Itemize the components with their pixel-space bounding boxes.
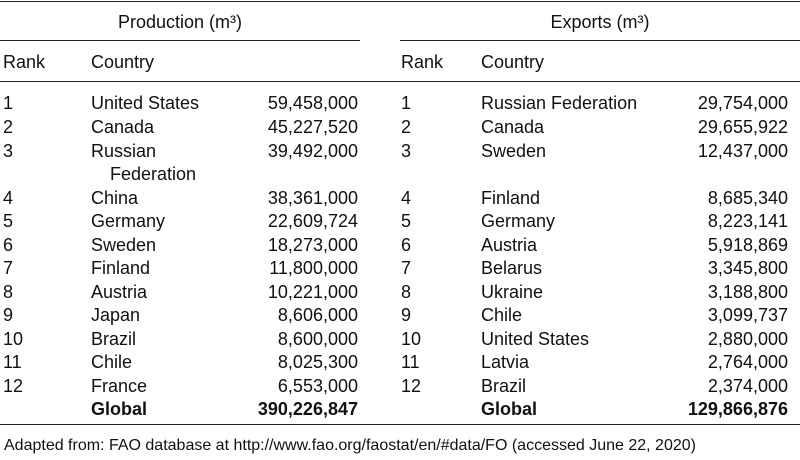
exports-country: Germany	[481, 211, 556, 231]
exports-value: 12,437,000	[697, 141, 788, 161]
production-value: 39,492,000	[267, 141, 358, 161]
exports-country: Sweden	[481, 141, 547, 161]
production-value: 18,273,000	[267, 235, 358, 255]
exports-value: 8,223,141	[707, 211, 788, 231]
production-country: China	[91, 188, 139, 208]
production-rank: 7	[3, 258, 14, 278]
production-country: Germany	[91, 211, 166, 231]
exports-rank: 3	[401, 141, 412, 161]
exports-country: Ukraine	[481, 282, 544, 302]
production-header: Production (m³)	[117, 12, 243, 32]
exports-header-rule	[400, 40, 800, 41]
production-value: 45,227,520	[267, 117, 358, 137]
column-header-rule	[0, 81, 800, 82]
production-country: Canada	[91, 117, 155, 137]
production-rank: 4	[3, 188, 14, 208]
production-value: 8,600,000	[277, 329, 358, 349]
exports-rank-header: Rank	[401, 52, 444, 72]
exports-rank: 6	[401, 235, 412, 255]
exports-country: Austria	[481, 235, 538, 255]
exports-country: United States	[481, 329, 590, 349]
production-country: Finland	[91, 258, 151, 278]
production-total-value: 390,226,847	[257, 399, 358, 419]
production-rank: 5	[3, 211, 14, 231]
production-value: 10,221,000	[267, 282, 358, 302]
exports-country: Russian Federation	[481, 93, 638, 113]
production-country: Chile	[91, 352, 133, 372]
exports-rank: 11	[401, 352, 420, 372]
production-value: 59,458,000	[267, 93, 358, 113]
production-country: Brazil	[91, 329, 137, 349]
production-rank: 10	[3, 329, 24, 349]
exports-country: Belarus	[481, 258, 543, 278]
production-country-continued: Federation	[110, 164, 197, 184]
exports-country: Latvia	[481, 352, 530, 372]
production-rank: 2	[3, 117, 14, 137]
production-rank: 6	[3, 235, 14, 255]
production-country: France	[91, 376, 148, 396]
production-country: Japan	[91, 305, 141, 325]
production-value: 22,609,724	[267, 211, 358, 231]
production-rank: 3	[3, 141, 14, 161]
production-country: Russian	[91, 141, 157, 161]
production-value: 38,361,000	[267, 188, 358, 208]
production-rank: 1	[3, 93, 14, 113]
exports-rank: 4	[401, 188, 412, 208]
production-rank: 11	[3, 352, 22, 372]
exports-value: 5,918,869	[707, 235, 788, 255]
exports-country: Canada	[481, 117, 545, 137]
production-total-label: Global	[91, 399, 148, 419]
production-country: Austria	[91, 282, 148, 302]
production-value: 11,800,000	[269, 258, 358, 278]
exports-country: Chile	[481, 305, 523, 325]
production-rank: 8	[3, 282, 14, 302]
exports-value: 3,099,737	[707, 305, 788, 325]
exports-rank: 7	[401, 258, 412, 278]
production-country-header: Country	[91, 52, 155, 72]
production-country: Sweden	[91, 235, 157, 255]
exports-value: 29,754,000	[697, 93, 788, 113]
exports-rank: 8	[401, 282, 412, 302]
exports-country-header: Country	[481, 52, 545, 72]
source-footnote: Adapted from: FAO database at http://www…	[4, 437, 696, 454]
exports-value: 3,188,800	[707, 282, 788, 302]
exports-total-label: Global	[481, 399, 538, 419]
exports-value: 8,685,340	[707, 188, 788, 208]
top-rule	[0, 1, 800, 2]
exports-rank: 2	[401, 117, 412, 137]
production-rank: 12	[3, 376, 24, 396]
production-header-rule	[0, 40, 360, 41]
exports-country: Finland	[481, 188, 541, 208]
exports-country: Brazil	[481, 376, 527, 396]
production-value: 6,553,000	[277, 376, 358, 396]
exports-header: Exports (m³)	[550, 12, 650, 32]
exports-rank: 9	[401, 305, 412, 325]
exports-rank: 10	[401, 329, 422, 349]
production-rank-header: Rank	[3, 52, 46, 72]
exports-value: 2,764,000	[707, 352, 788, 372]
bottom-rule	[0, 424, 800, 425]
production-value: 8,606,000	[277, 305, 358, 325]
production-country: United States	[91, 93, 200, 113]
exports-value: 29,655,922	[697, 117, 788, 137]
production-rank: 9	[3, 305, 14, 325]
exports-value: 3,345,800	[707, 258, 788, 278]
production-value: 8,025,300	[277, 352, 358, 372]
exports-rank: 1	[401, 93, 412, 113]
exports-value: 2,374,000	[707, 376, 788, 396]
exports-value: 2,880,000	[707, 329, 788, 349]
exports-rank: 12	[401, 376, 422, 396]
exports-total-value: 129,866,876	[687, 399, 788, 419]
exports-rank: 5	[401, 211, 412, 231]
